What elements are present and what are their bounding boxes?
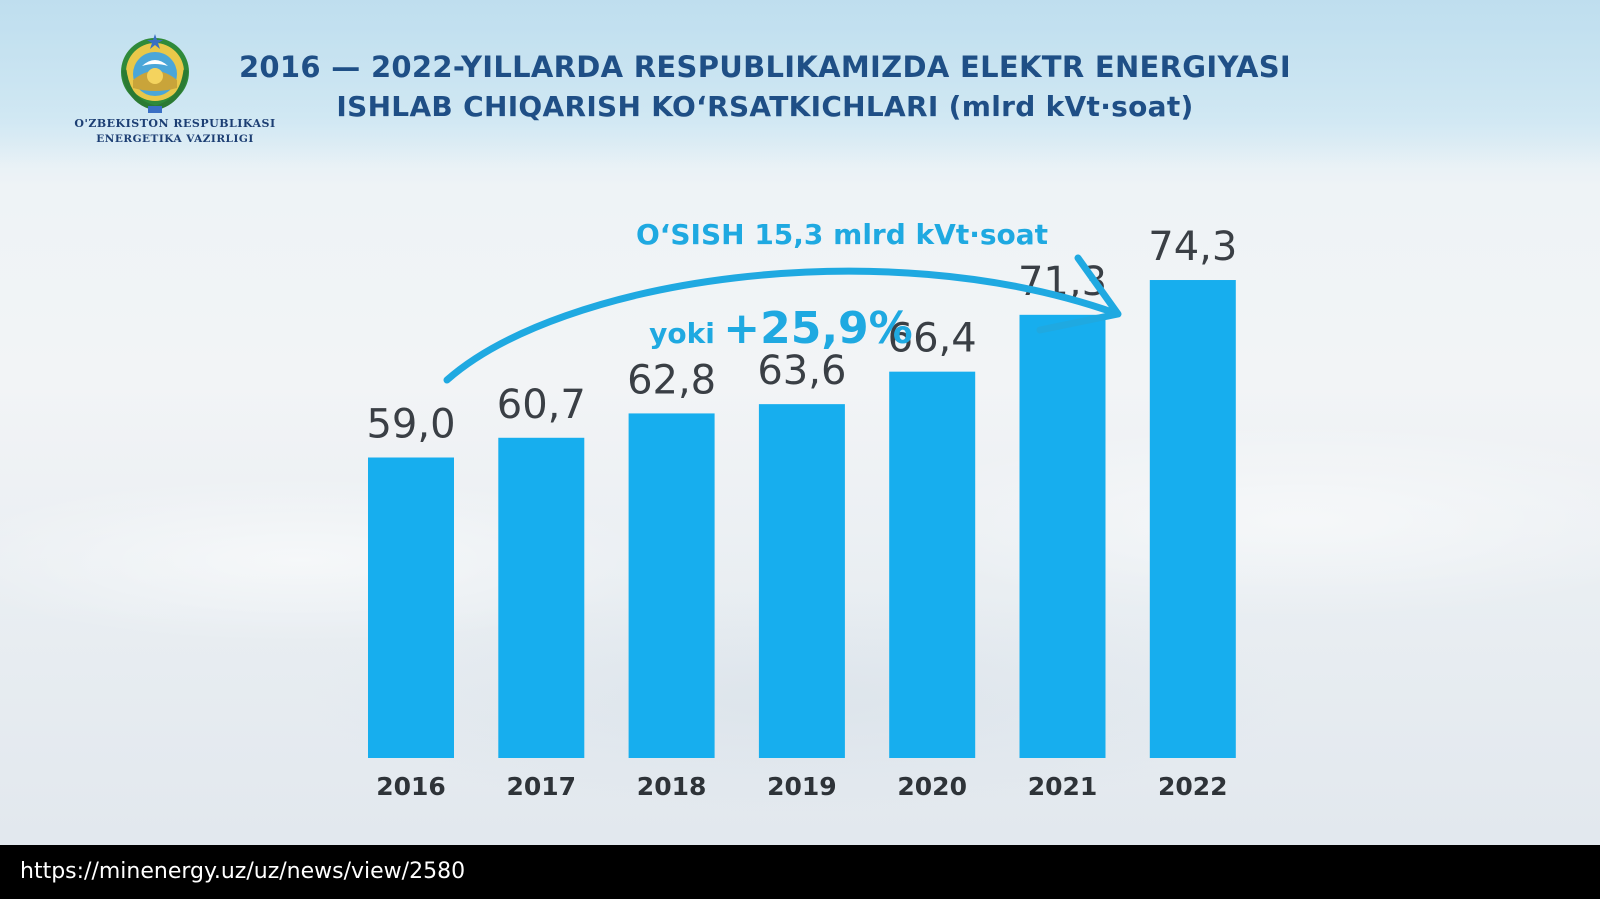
x-tick-label-2018: 2018 — [637, 772, 707, 801]
growth-annotation: O‘SISH 15,3 mlrd kVt·soat — [636, 218, 1048, 251]
x-tick-label-2022: 2022 — [1158, 772, 1228, 801]
org-name-line2: ENERGETIKA VAZIRLIGI — [96, 133, 254, 145]
bar-2020 — [889, 371, 976, 758]
growth-arrow — [443, 267, 1119, 384]
bar-chart: 59,0 60,762,8 63,666,471,374,3 2016 2017 201… — [240, 218, 1360, 801]
bar-2016 — [368, 457, 454, 758]
growth-arrowhead-icon — [1036, 254, 1122, 334]
bar-2021 — [1019, 314, 1106, 758]
value-label-2022: 74,3 — [1148, 224, 1237, 270]
bar-2017 — [498, 437, 585, 758]
x-tick-label-2021: 2021 — [1028, 772, 1098, 801]
source-url: https://minenergy.uz/uz/news/view/2580 — [20, 859, 466, 884]
footer-bar: https://minenergy.uz/uz/news/view/2580 — [0, 845, 1600, 899]
value-label-2017: 60,7 — [497, 382, 586, 428]
x-tick-label-2016: 2016 — [376, 772, 446, 801]
bar-2018 — [628, 413, 715, 758]
emblem-icon — [121, 34, 189, 113]
state-emblem-logo — [110, 32, 200, 116]
or-annotation: yoki — [649, 317, 715, 350]
value-label-2019: 63,6 — [757, 348, 846, 394]
percent-annotation: +25,9% — [723, 303, 913, 354]
bar-2019 — [758, 404, 845, 758]
chart-title-line2: ISHLAB CHIQARISH KOʻRSATKICHLARI (mlrd k… — [336, 90, 1194, 123]
chart-title-line1: 2016 — 2022-YILLARDA RESPUBLIKAMIZDA ELE… — [238, 50, 1292, 84]
header-band — [0, 0, 1600, 165]
value-label-2018: 62,8 — [627, 357, 716, 403]
value-label-2020: 66,4 — [888, 316, 977, 362]
x-tick-label-2020: 2020 — [897, 772, 967, 801]
slide: O'ZBEKISTON RESPUBLIKASI ENERGETIKA VAZI… — [0, 0, 1600, 845]
bar-2022 — [1149, 280, 1236, 758]
value-label-2016: 59,0 — [366, 402, 455, 448]
x-tick-label-2019: 2019 — [767, 772, 837, 801]
org-name-line1: O'ZBEKISTON RESPUBLIKASI — [74, 117, 276, 130]
x-tick-label-2017: 2017 — [507, 772, 577, 801]
